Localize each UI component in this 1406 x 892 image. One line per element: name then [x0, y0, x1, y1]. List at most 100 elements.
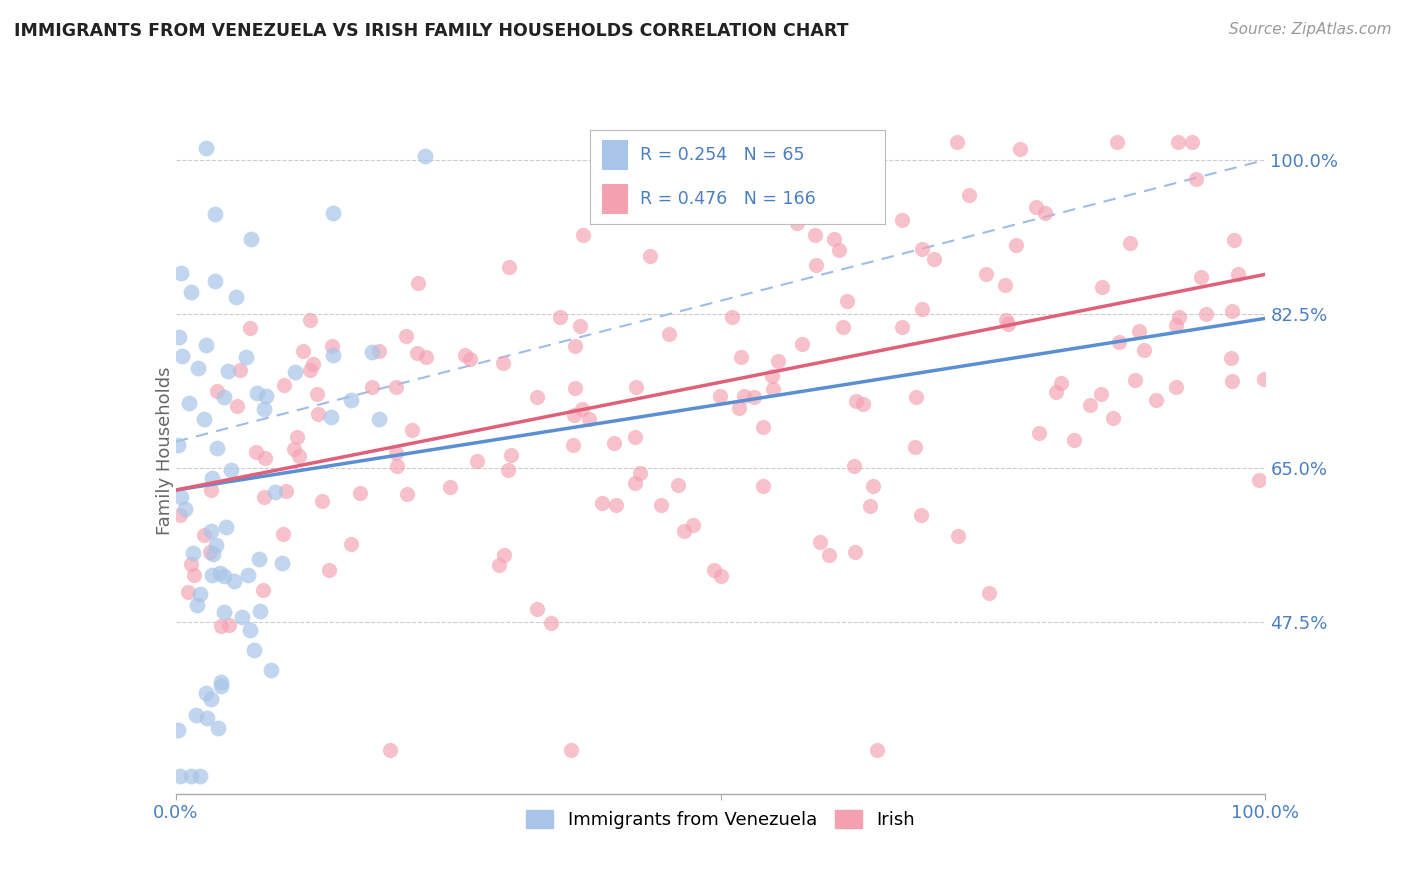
Point	[180, 769, 202, 783]
Point	[380, 743, 402, 757]
Point	[666, 478, 689, 492]
Point	[217, 364, 239, 378]
Point	[212, 569, 235, 583]
Point	[170, 267, 193, 281]
Point	[1226, 267, 1249, 281]
Point	[218, 618, 240, 632]
Point	[804, 258, 827, 272]
Point	[1063, 433, 1085, 447]
Point	[1181, 135, 1204, 149]
Point	[225, 290, 247, 304]
Point	[172, 349, 194, 363]
Point	[339, 393, 361, 408]
Point	[201, 568, 224, 582]
Point	[624, 380, 647, 394]
Point	[208, 566, 231, 580]
Point	[180, 285, 202, 299]
Point	[560, 743, 582, 757]
Point	[592, 496, 614, 510]
Point	[322, 205, 344, 219]
Point	[239, 321, 262, 335]
Point	[273, 377, 295, 392]
Point	[385, 459, 408, 474]
Point	[488, 558, 510, 573]
Point	[253, 490, 276, 504]
Text: Source: ZipAtlas.com: Source: ZipAtlas.com	[1229, 22, 1392, 37]
Point	[1189, 269, 1212, 284]
Point	[605, 498, 627, 512]
FancyBboxPatch shape	[602, 140, 628, 170]
Point	[752, 479, 775, 493]
Point	[852, 396, 875, 410]
Point	[786, 216, 808, 230]
Point	[271, 527, 294, 541]
Point	[209, 680, 232, 694]
Point	[994, 313, 1017, 327]
Point	[1167, 135, 1189, 149]
Point	[564, 339, 586, 353]
Point	[298, 313, 321, 327]
Point	[703, 563, 725, 577]
Point	[837, 294, 859, 309]
Point	[245, 444, 267, 458]
Point	[572, 227, 595, 242]
Point	[205, 538, 228, 552]
Point	[658, 326, 681, 341]
Point	[904, 390, 927, 404]
Point	[209, 619, 232, 633]
Point	[727, 401, 749, 416]
Point	[1050, 376, 1073, 391]
Point	[307, 407, 329, 421]
Point	[385, 380, 408, 394]
Point	[977, 586, 1000, 600]
Point	[890, 213, 912, 227]
Point	[808, 535, 831, 549]
Point	[193, 412, 215, 426]
Y-axis label: Family Households: Family Households	[156, 367, 173, 534]
Point	[361, 380, 384, 394]
Point	[818, 548, 841, 562]
Point	[167, 723, 190, 738]
Point	[1033, 205, 1056, 219]
Point	[828, 243, 851, 257]
Point	[911, 302, 934, 317]
Point	[997, 317, 1019, 331]
Text: IMMIGRANTS FROM VENEZUELA VS IRISH FAMILY HOUSEHOLDS CORRELATION CHART: IMMIGRANTS FROM VENEZUELA VS IRISH FAMIL…	[14, 22, 849, 40]
Point	[187, 360, 209, 375]
Point	[368, 412, 391, 426]
Point	[221, 463, 243, 477]
Point	[167, 438, 190, 452]
Point	[1108, 334, 1130, 349]
Point	[215, 520, 238, 534]
Point	[1166, 318, 1188, 333]
Point	[239, 232, 262, 246]
Point	[709, 389, 731, 403]
Point	[1164, 379, 1187, 393]
Point	[204, 207, 226, 221]
Point	[1220, 351, 1243, 366]
Point	[198, 544, 221, 558]
Point	[200, 691, 222, 706]
Point	[1010, 142, 1032, 156]
Point	[1247, 473, 1270, 487]
Point	[283, 442, 305, 456]
Point	[624, 429, 647, 443]
Point	[183, 567, 205, 582]
Point	[242, 643, 264, 657]
Point	[205, 441, 228, 455]
Point	[271, 557, 294, 571]
Point	[260, 663, 283, 677]
Point	[844, 545, 866, 559]
Point	[401, 423, 423, 437]
Point	[235, 350, 257, 364]
Point	[603, 435, 626, 450]
Point	[253, 402, 276, 417]
Point	[202, 547, 225, 561]
Point	[1128, 325, 1150, 339]
Point	[169, 769, 191, 783]
Point	[1078, 398, 1101, 412]
Point	[236, 568, 259, 582]
Point	[186, 598, 208, 612]
Point	[569, 318, 592, 333]
Point	[1102, 410, 1125, 425]
